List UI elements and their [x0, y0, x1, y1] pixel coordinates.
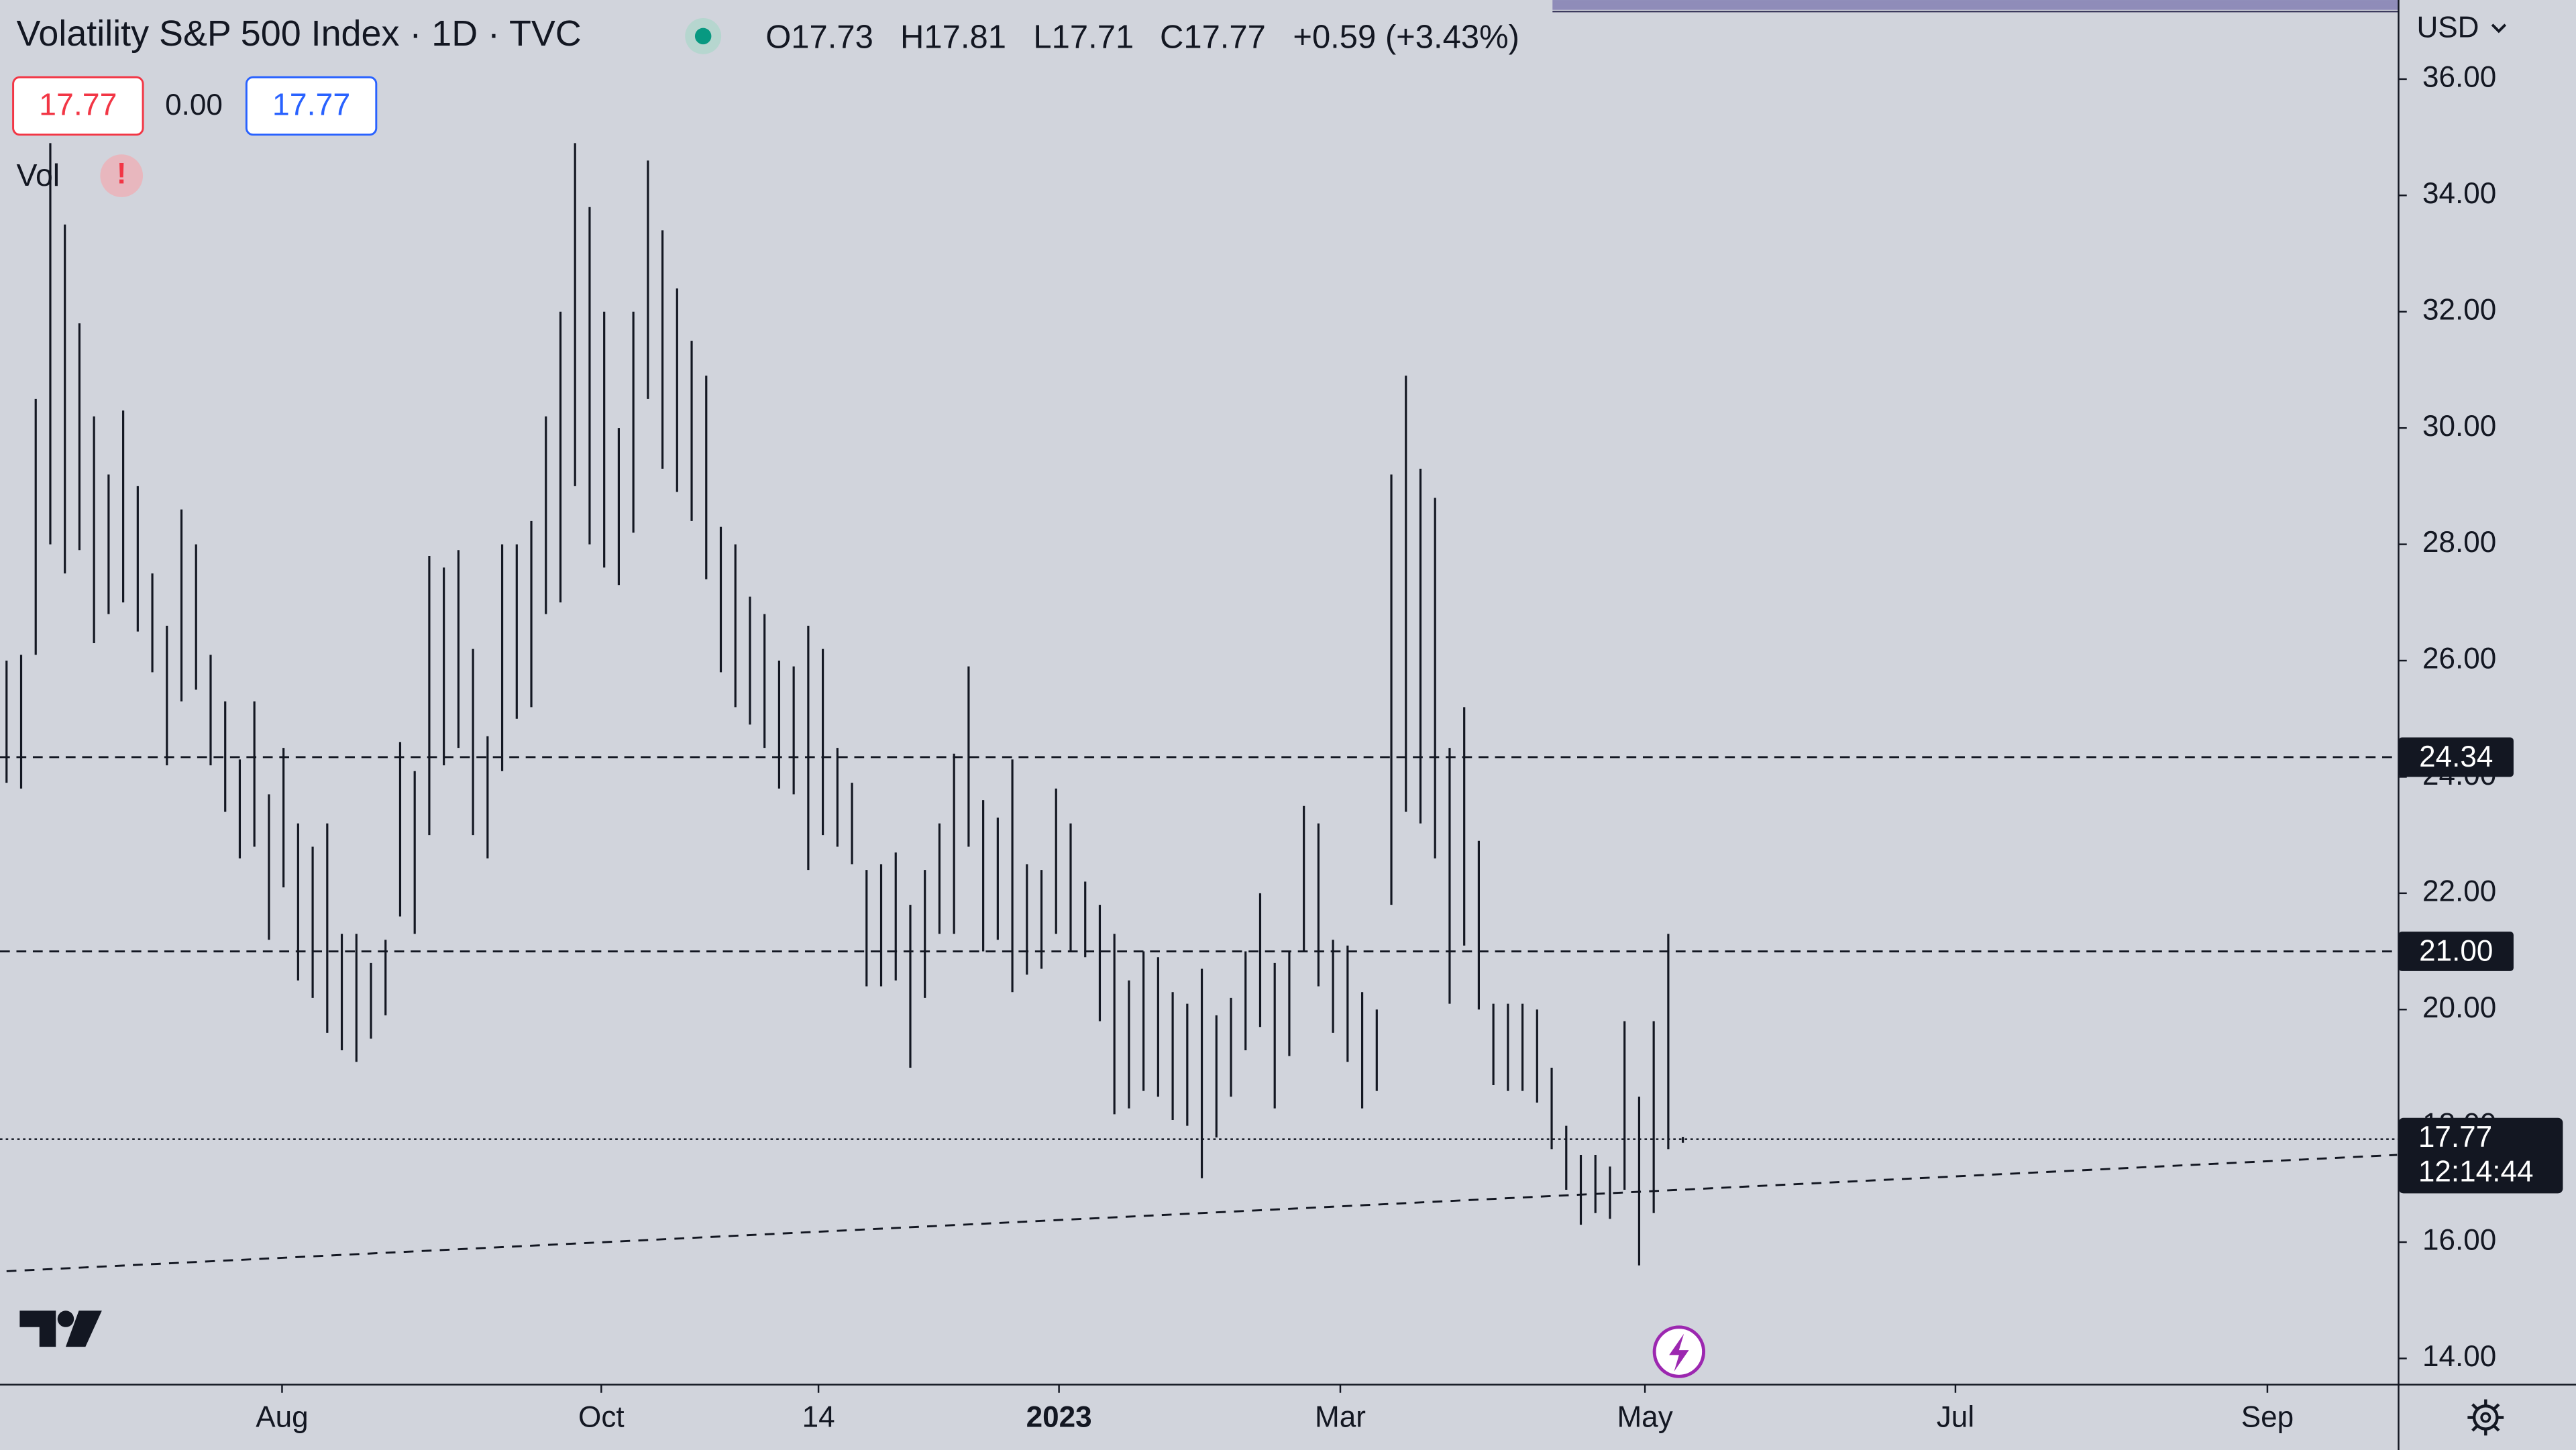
ohlc-low: L17.71: [1033, 19, 1134, 56]
logo-part: [57, 1310, 74, 1327]
currency-caret[interactable]: [2491, 23, 2507, 34]
last-price-label: 17.77: [2418, 1121, 2492, 1154]
spread: 0.00: [165, 89, 223, 121]
settings-gear[interactable]: [2467, 1399, 2504, 1436]
warning-icon[interactable]: !: [117, 158, 127, 190]
y-tick-label: 14.00: [2422, 1340, 2496, 1373]
buy-box[interactable]: [245, 76, 378, 136]
level-label: 21.00: [2419, 935, 2493, 968]
axes: 14.0016.0018.0020.0022.0024.0026.0028.00…: [256, 61, 2563, 1434]
ohlc-high: H17.81: [900, 19, 1006, 56]
sell-box[interactable]: [12, 76, 144, 136]
ohlc-change: +0.59 (+3.43%): [1293, 19, 1519, 56]
x-tick-label: Aug: [256, 1401, 308, 1434]
event-bolt[interactable]: [1669, 1333, 1689, 1372]
ohlc-open: O17.73: [765, 19, 873, 56]
x-tick-label: May: [1617, 1401, 1672, 1434]
y-tick-label: 20.00: [2422, 991, 2496, 1024]
logo-part: [19, 1310, 56, 1347]
x-tick-label: 2023: [1026, 1401, 1092, 1434]
level-label-box: [2398, 737, 2514, 777]
y-tick-label: 26.00: [2422, 643, 2496, 675]
trendline: [6, 1154, 2398, 1272]
buy-price[interactable]: 17.77: [272, 87, 350, 122]
x-tick-label: Mar: [1315, 1401, 1366, 1434]
warning-badge[interactable]: [100, 154, 144, 197]
y-tick-label: 28.00: [2422, 526, 2496, 559]
x-tick-label: Sep: [2241, 1401, 2294, 1434]
x-tick-label: Oct: [578, 1401, 625, 1434]
countdown: 12:14:44: [2418, 1156, 2534, 1188]
status-dot: [694, 27, 712, 45]
gear-teeth[interactable]: [2467, 1399, 2504, 1436]
currency[interactable]: USD: [2416, 11, 2479, 44]
y-tick-label: 30.00: [2422, 410, 2496, 443]
top-strip: [1552, 0, 2399, 10]
y-tick-label: 32.00: [2422, 293, 2496, 326]
logo-part: [65, 1310, 102, 1347]
ohlc-close: C17.77: [1160, 19, 1266, 56]
level-label-box: [2398, 932, 2514, 971]
y-tick-label: 22.00: [2422, 875, 2496, 907]
last-price-box: [2398, 1117, 2563, 1194]
x-tick-label: Jul: [1937, 1401, 1974, 1434]
y-tick-label: 36.00: [2422, 61, 2496, 94]
tv-logo: [19, 1310, 102, 1347]
level-label: 24.34: [2419, 740, 2493, 773]
chart-title: Volatility S&P 500 Index · 1D · TVC: [16, 13, 581, 54]
indicator-label[interactable]: Vol: [16, 158, 60, 192]
x-tick-label: 14: [802, 1401, 835, 1434]
plot-area: [0, 143, 2399, 1272]
y-tick-label: 34.00: [2422, 177, 2496, 210]
gear-hub[interactable]: [2480, 1412, 2491, 1423]
sell-price[interactable]: 17.77: [39, 87, 117, 122]
y-tick-label: 16.00: [2422, 1224, 2496, 1257]
